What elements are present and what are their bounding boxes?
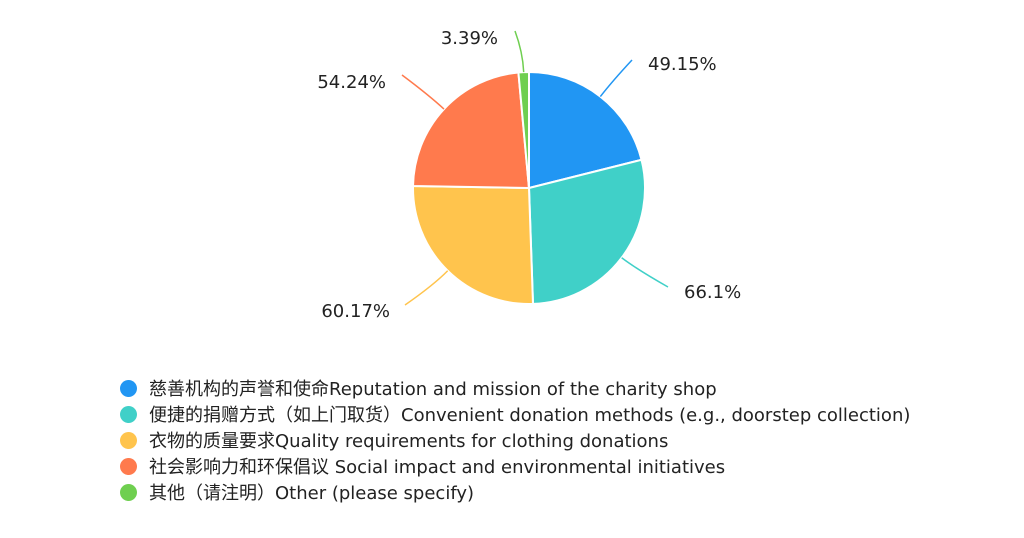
legend-swatch [120,431,137,449]
leader-line [621,257,669,288]
legend-label: 其他（请注明）Other (please specify) [149,483,475,504]
leader-line [401,74,445,110]
legend-item: 社会影响力和环保倡议 Social impact and environment… [120,453,910,479]
legend-item: 衣物的质量要求Quality requirements for clothing… [120,427,910,453]
legend-item: 其他（请注明）Other (please specify) [120,479,910,505]
legend: 慈善机构的声誉和使命Reputation and mission of the … [120,375,910,505]
legend-item: 便捷的捐赠方式（如上门取货）Convenient donation method… [120,401,910,427]
legend-label: 衣物的质量要求Quality requirements for clothing… [149,431,669,452]
legend-label: 便捷的捐赠方式（如上门取货）Convenient donation method… [149,405,911,426]
pie-slice [517,70,530,189]
slice-value-label: 54.24% [317,72,386,93]
legend-swatch [120,379,137,397]
leader-line [404,270,449,306]
pie-slice [411,71,531,190]
pie-slice [412,185,535,305]
legend-swatch [120,457,137,475]
slice-value-label: 49.15% [648,54,717,75]
slice-value-labels: 49.15% 66.1% 60.17% 54.24% 3.39% [317,28,741,322]
slice-value-label: 66.1% [684,282,741,303]
pie-slice [527,158,646,305]
legend-label: 社会影响力和环保倡议 Social impact and environment… [149,457,726,478]
pie-slices [411,70,646,305]
leader-lines [401,30,669,306]
leader-line [514,30,525,73]
legend-swatch [120,405,137,423]
leader-line [599,59,633,98]
slice-value-label: 60.17% [321,301,390,322]
legend-label: 慈善机构的声誉和使命Reputation and mission of the … [149,379,717,400]
slice-value-label: 3.39% [441,28,498,49]
legend-swatch [120,483,137,501]
legend-item: 慈善机构的声誉和使命Reputation and mission of the … [120,375,910,401]
